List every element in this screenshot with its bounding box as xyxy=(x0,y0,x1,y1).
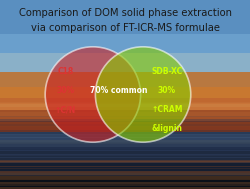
Bar xyxy=(0,132,250,134)
Text: 30%: 30% xyxy=(56,86,74,95)
Text: 70% common: 70% common xyxy=(90,86,148,95)
Bar xyxy=(0,112,250,117)
Bar xyxy=(0,34,250,53)
Bar xyxy=(0,143,250,144)
Bar xyxy=(0,130,250,131)
Bar xyxy=(0,163,250,176)
Bar xyxy=(0,162,250,163)
Bar xyxy=(0,135,250,137)
Bar xyxy=(0,150,250,151)
Bar xyxy=(0,187,250,188)
Bar xyxy=(0,87,250,98)
Bar xyxy=(0,124,250,126)
Bar xyxy=(0,98,250,110)
Bar xyxy=(0,147,250,163)
Bar xyxy=(0,171,250,172)
Text: &lignin: &lignin xyxy=(151,124,182,133)
Bar xyxy=(0,175,250,177)
Bar xyxy=(0,134,250,135)
Bar xyxy=(0,150,250,151)
Bar xyxy=(0,154,250,156)
Bar xyxy=(0,147,250,149)
Bar xyxy=(0,116,250,117)
Bar xyxy=(0,141,250,142)
Bar xyxy=(0,161,250,162)
Text: SDB-XC: SDB-XC xyxy=(151,67,182,76)
Bar xyxy=(0,136,250,137)
Bar xyxy=(0,132,250,134)
Bar xyxy=(0,132,250,140)
Bar xyxy=(0,103,250,110)
Bar xyxy=(0,121,250,132)
Text: C18: C18 xyxy=(57,67,73,76)
Bar xyxy=(0,53,250,72)
Ellipse shape xyxy=(45,47,140,142)
Bar xyxy=(0,179,250,180)
Bar xyxy=(0,160,250,162)
Bar xyxy=(0,154,250,155)
Bar xyxy=(0,177,250,179)
Bar xyxy=(0,166,250,167)
Bar xyxy=(0,182,250,184)
Bar xyxy=(0,142,250,144)
Text: ↑CRAM: ↑CRAM xyxy=(150,105,182,114)
Bar xyxy=(0,0,250,34)
Bar xyxy=(0,168,250,169)
Bar xyxy=(0,110,250,121)
Bar xyxy=(0,104,250,107)
Bar xyxy=(0,102,250,103)
Bar xyxy=(0,176,250,177)
Bar xyxy=(0,184,250,186)
Text: via comparison of FT-ICR-MS formulae: via comparison of FT-ICR-MS formulae xyxy=(31,23,219,33)
Bar xyxy=(0,119,250,122)
Bar xyxy=(0,157,250,158)
Bar xyxy=(0,157,250,158)
Bar xyxy=(0,176,250,189)
Bar xyxy=(0,132,250,147)
Bar xyxy=(0,121,250,127)
Ellipse shape xyxy=(95,47,190,142)
Bar xyxy=(0,172,250,173)
Bar xyxy=(0,138,250,140)
Text: Comparison of DOM solid phase extraction: Comparison of DOM solid phase extraction xyxy=(19,8,231,18)
Text: 30%: 30% xyxy=(157,86,175,95)
Bar xyxy=(0,72,250,87)
Bar xyxy=(0,135,250,136)
Text: ↑C/N: ↑C/N xyxy=(54,105,76,114)
Bar xyxy=(0,144,250,151)
Bar xyxy=(0,171,250,173)
Bar xyxy=(0,173,250,175)
